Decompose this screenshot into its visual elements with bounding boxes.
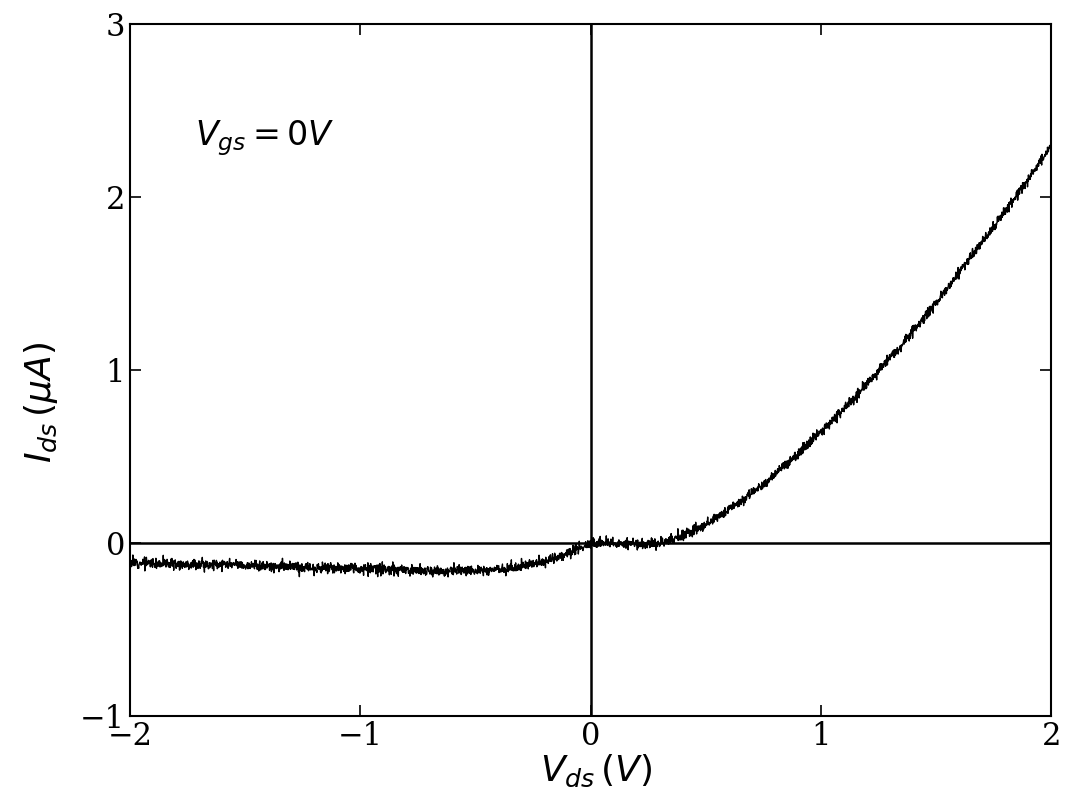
Text: $V_{gs}$$=0V$: $V_{gs}$$=0V$ [194,118,334,158]
Text: $I_{ds}$$\,(\mu A)$: $I_{ds}$$\,(\mu A)$ [22,342,60,463]
Text: $V_{ds}$$\,(V)$: $V_{ds}$$\,(V)$ [540,753,653,789]
